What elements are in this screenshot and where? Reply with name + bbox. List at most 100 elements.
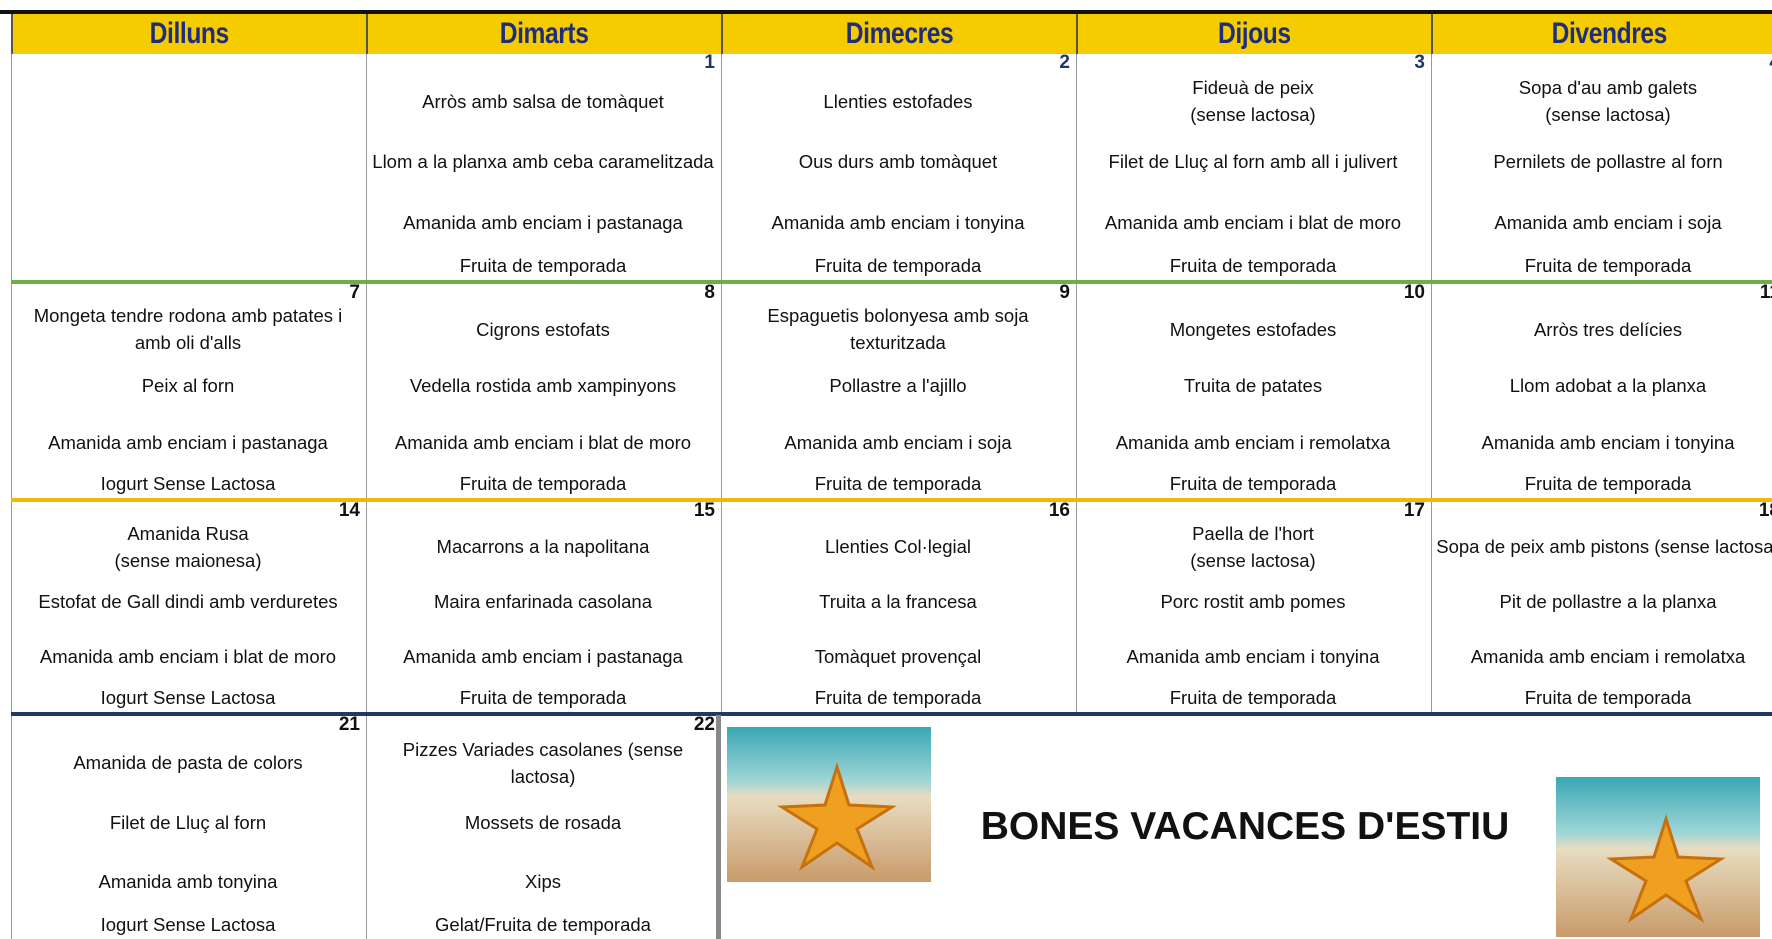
dish: Fruita de temporada xyxy=(814,255,982,277)
dish: Mossets de rosada xyxy=(464,811,622,833)
dish: Macarrons a la napolitana xyxy=(436,536,650,558)
banner: BONES VACANCES D'ESTIU xyxy=(980,805,1510,848)
day-cell: 4 Sopa d'au amb galets (sense lactosa) Per… xyxy=(1431,52,1772,280)
dish: Amanida amb enciam i pastanaga xyxy=(403,646,683,668)
dish: Amanida amb enciam i blat de moro xyxy=(39,646,337,668)
dish-list: Amanida de pasta de colors Filet de Lluç … xyxy=(12,734,364,939)
day-number: 10 xyxy=(1403,282,1425,303)
day-cell: 3 Fideuà de peix (sense lactosa) Filet de … xyxy=(1076,52,1429,280)
day-cell: 16 Llenties Col·legial Truita a la frances… xyxy=(721,500,1074,712)
day-number: 22 xyxy=(693,714,715,735)
day-number: 8 xyxy=(704,282,715,303)
dish: Mongetes estofades xyxy=(1169,318,1337,340)
column-bar xyxy=(716,715,721,939)
dish-list: Mongeta tendre rodona amb patates i amb … xyxy=(12,302,364,498)
day-number: 17 xyxy=(1403,500,1425,521)
dish: Fruita de temporada xyxy=(459,255,627,277)
dish-list: Arròs amb salsa de tomàquet Llom a la pla… xyxy=(367,72,719,280)
week-separator xyxy=(11,498,1772,502)
dish: Amanida amb enciam i pastanaga xyxy=(48,431,328,453)
dish: Truita a la francesa xyxy=(819,591,977,613)
day-cell: 21 Amanida de pasta de colors Filet de Llu… xyxy=(11,714,364,939)
dish: Pizzes Variades casolanes (sense lactosa… xyxy=(402,738,684,787)
dish-list: Fideuà de peix (sense lactosa) Filet de L… xyxy=(1077,72,1429,280)
day-cell: 18Sopa de peix amb pistons (sense lactos… xyxy=(1431,500,1772,712)
dish: Estofat de Gall dindi amb verduretes xyxy=(38,591,338,613)
dish: Iogurt Sense Lactosa xyxy=(100,687,276,709)
dish: Amanida amb enciam i blat de moro xyxy=(1104,211,1402,233)
day-name: Dimarts xyxy=(500,17,589,50)
day-name: Dijous xyxy=(1218,17,1291,50)
dish: Filet de Lluç al forn xyxy=(109,811,267,833)
dish: Mongeta tendre rodona amb patates i amb … xyxy=(33,305,343,354)
dish: Llom a la planxa amb ceba caramelitzada xyxy=(372,151,714,173)
dish: Fruita de temporada xyxy=(459,473,627,495)
dish: Fruita de temporada xyxy=(814,473,982,495)
dish: Pernilets de pollastre al forn xyxy=(1493,151,1723,173)
day-cell: 11 Arròs tres delícies Llom adobat a la pl… xyxy=(1431,282,1772,498)
dish: Llom adobat a la planxa xyxy=(1509,375,1707,397)
day-cell: 1 Arròs amb salsa de tomàquet Llom a la pl… xyxy=(366,52,719,280)
dish: Amanida amb enciam i remolatxa xyxy=(1115,431,1391,453)
day-cell: 15 Macarrons a la napolitana Maira enfarin… xyxy=(366,500,719,712)
dish-list: Llenties Col·legial Truita a la francesa T… xyxy=(722,520,1074,712)
dish-list: Sopa de peix amb pistons (sense lactosa)… xyxy=(1432,520,1772,712)
dish: Xips xyxy=(525,871,561,893)
day-cell xyxy=(11,54,364,280)
dish: Amanida amb enciam i soja xyxy=(784,431,1012,453)
week-separator xyxy=(11,712,1772,716)
dish: Fideuà de peix (sense lactosa) xyxy=(1190,77,1316,126)
dish-list: Paella de l'hort (sense lactosa) Porc ros… xyxy=(1077,520,1429,712)
day-name: Dilluns xyxy=(149,17,230,50)
day-header: Dilluns xyxy=(11,14,366,54)
dish: Vedella rostida amb xampinyons xyxy=(409,375,677,397)
dish: Amanida amb enciam i tonyina xyxy=(1481,431,1735,453)
day-number: 9 xyxy=(1059,282,1070,303)
dish: Sopa d'au amb galets (sense lactosa) xyxy=(1518,77,1698,126)
day-header: Dimecres xyxy=(721,14,1076,54)
day-cell: 14 Amanida Rusa (sense maionesa) Estofat d… xyxy=(11,500,364,712)
dish: Maira enfarinada casolana xyxy=(433,591,653,613)
top-rule xyxy=(0,10,1772,14)
dish-list: Sopa d'au amb galets (sense lactosa) Pern… xyxy=(1432,72,1772,280)
dish: Fruita de temporada xyxy=(1169,687,1337,709)
dish: Pollastre a l'ajillo xyxy=(829,375,967,397)
dish-list: Llenties estofades Ous durs amb tomàquet A… xyxy=(722,72,1074,280)
dish: Fruita de temporada xyxy=(1524,473,1692,495)
dish-list: Cigrons estofats Vedella rostida amb xamp… xyxy=(367,302,719,498)
day-number: 15 xyxy=(693,500,715,521)
dish: Amanida Rusa (sense maionesa) xyxy=(114,522,262,571)
dish: Porc rostit amb pomes xyxy=(1160,591,1346,613)
dish: Llenties Col·legial xyxy=(824,536,972,558)
dish: Amanida amb enciam i tonyina xyxy=(771,211,1025,233)
dish: Llenties estofades xyxy=(823,90,973,112)
dish: Filet de Lluç al forn amb all i julivert xyxy=(1108,151,1398,173)
dish-list: Macarrons a la napolitana Maira enfarinad… xyxy=(367,520,719,712)
dish-list: Amanida Rusa (sense maionesa) Estofat de … xyxy=(12,520,364,712)
dish: Gelat/Fruita de temporada xyxy=(435,914,651,936)
dish: Amanida de pasta de colors xyxy=(73,752,303,774)
dish: Paella de l'hort (sense lactosa) xyxy=(1190,522,1316,571)
dish: Peix al forn xyxy=(141,375,235,397)
day-number: 14 xyxy=(338,500,360,521)
dish: Fruita de temporada xyxy=(1169,255,1337,277)
day-cell: 7 Mongeta tendre rodona amb patates i amb… xyxy=(11,282,364,498)
dish: Ous durs amb tomàquet xyxy=(798,151,998,173)
dish: Fruita de temporada xyxy=(459,687,627,709)
dish: Arròs amb salsa de tomàquet xyxy=(422,90,664,112)
dish: Amanida amb tonyina xyxy=(98,871,278,893)
dish: Amanida amb enciam i blat de moro xyxy=(394,431,692,453)
day-cell: 10 Mongetes estofades Truita de patates Ama… xyxy=(1076,282,1429,498)
starfish-image xyxy=(1556,777,1760,937)
day-cell: 8 Cigrons estofats Vedella rostida amb xam… xyxy=(366,282,719,498)
dish: Amanida amb enciam i tonyina xyxy=(1126,646,1380,668)
day-number: 16 xyxy=(1048,500,1070,521)
day-name: Divendres xyxy=(1551,17,1668,50)
dish: Amanida amb enciam i soja xyxy=(1494,211,1722,233)
day-header: Divendres xyxy=(1431,14,1772,54)
dish: Espaguetis bolonyesa amb soja texturitza… xyxy=(767,305,1029,354)
day-number: 1 xyxy=(704,52,715,73)
day-number: 11 xyxy=(1759,282,1772,303)
week-separator xyxy=(11,280,1772,284)
